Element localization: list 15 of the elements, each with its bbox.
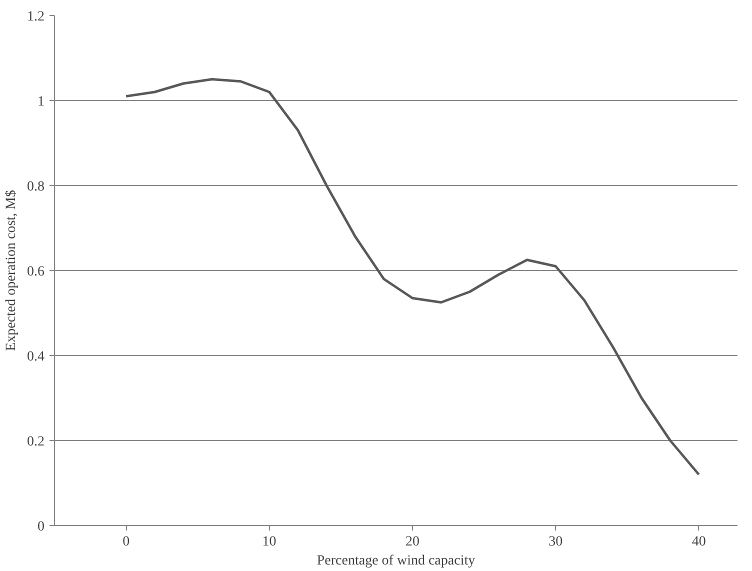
y-tick-label: 1 <box>38 94 44 110</box>
y-tick-label: 1.2 <box>27 10 44 24</box>
y-tick-label: 0.6 <box>27 264 44 280</box>
y-tick-label: 0 <box>38 520 44 534</box>
y-tick-label: 0.8 <box>27 180 44 194</box>
x-tick-label: 10 <box>262 534 276 550</box>
y-tick-label: 0.2 <box>27 434 44 450</box>
y-axis-title: Expected operation cost, M$ <box>4 190 19 351</box>
line-series <box>124 78 700 476</box>
x-axis-title: Percentage of wind capacity <box>316 554 476 568</box>
x-tick-label: 0 <box>122 534 130 550</box>
x-tick-label: 40 <box>692 534 706 550</box>
y-tick-label: 0.4 <box>27 350 44 364</box>
x-tick-label: 30 <box>548 534 563 550</box>
x-tick-label: 20 <box>405 534 420 550</box>
